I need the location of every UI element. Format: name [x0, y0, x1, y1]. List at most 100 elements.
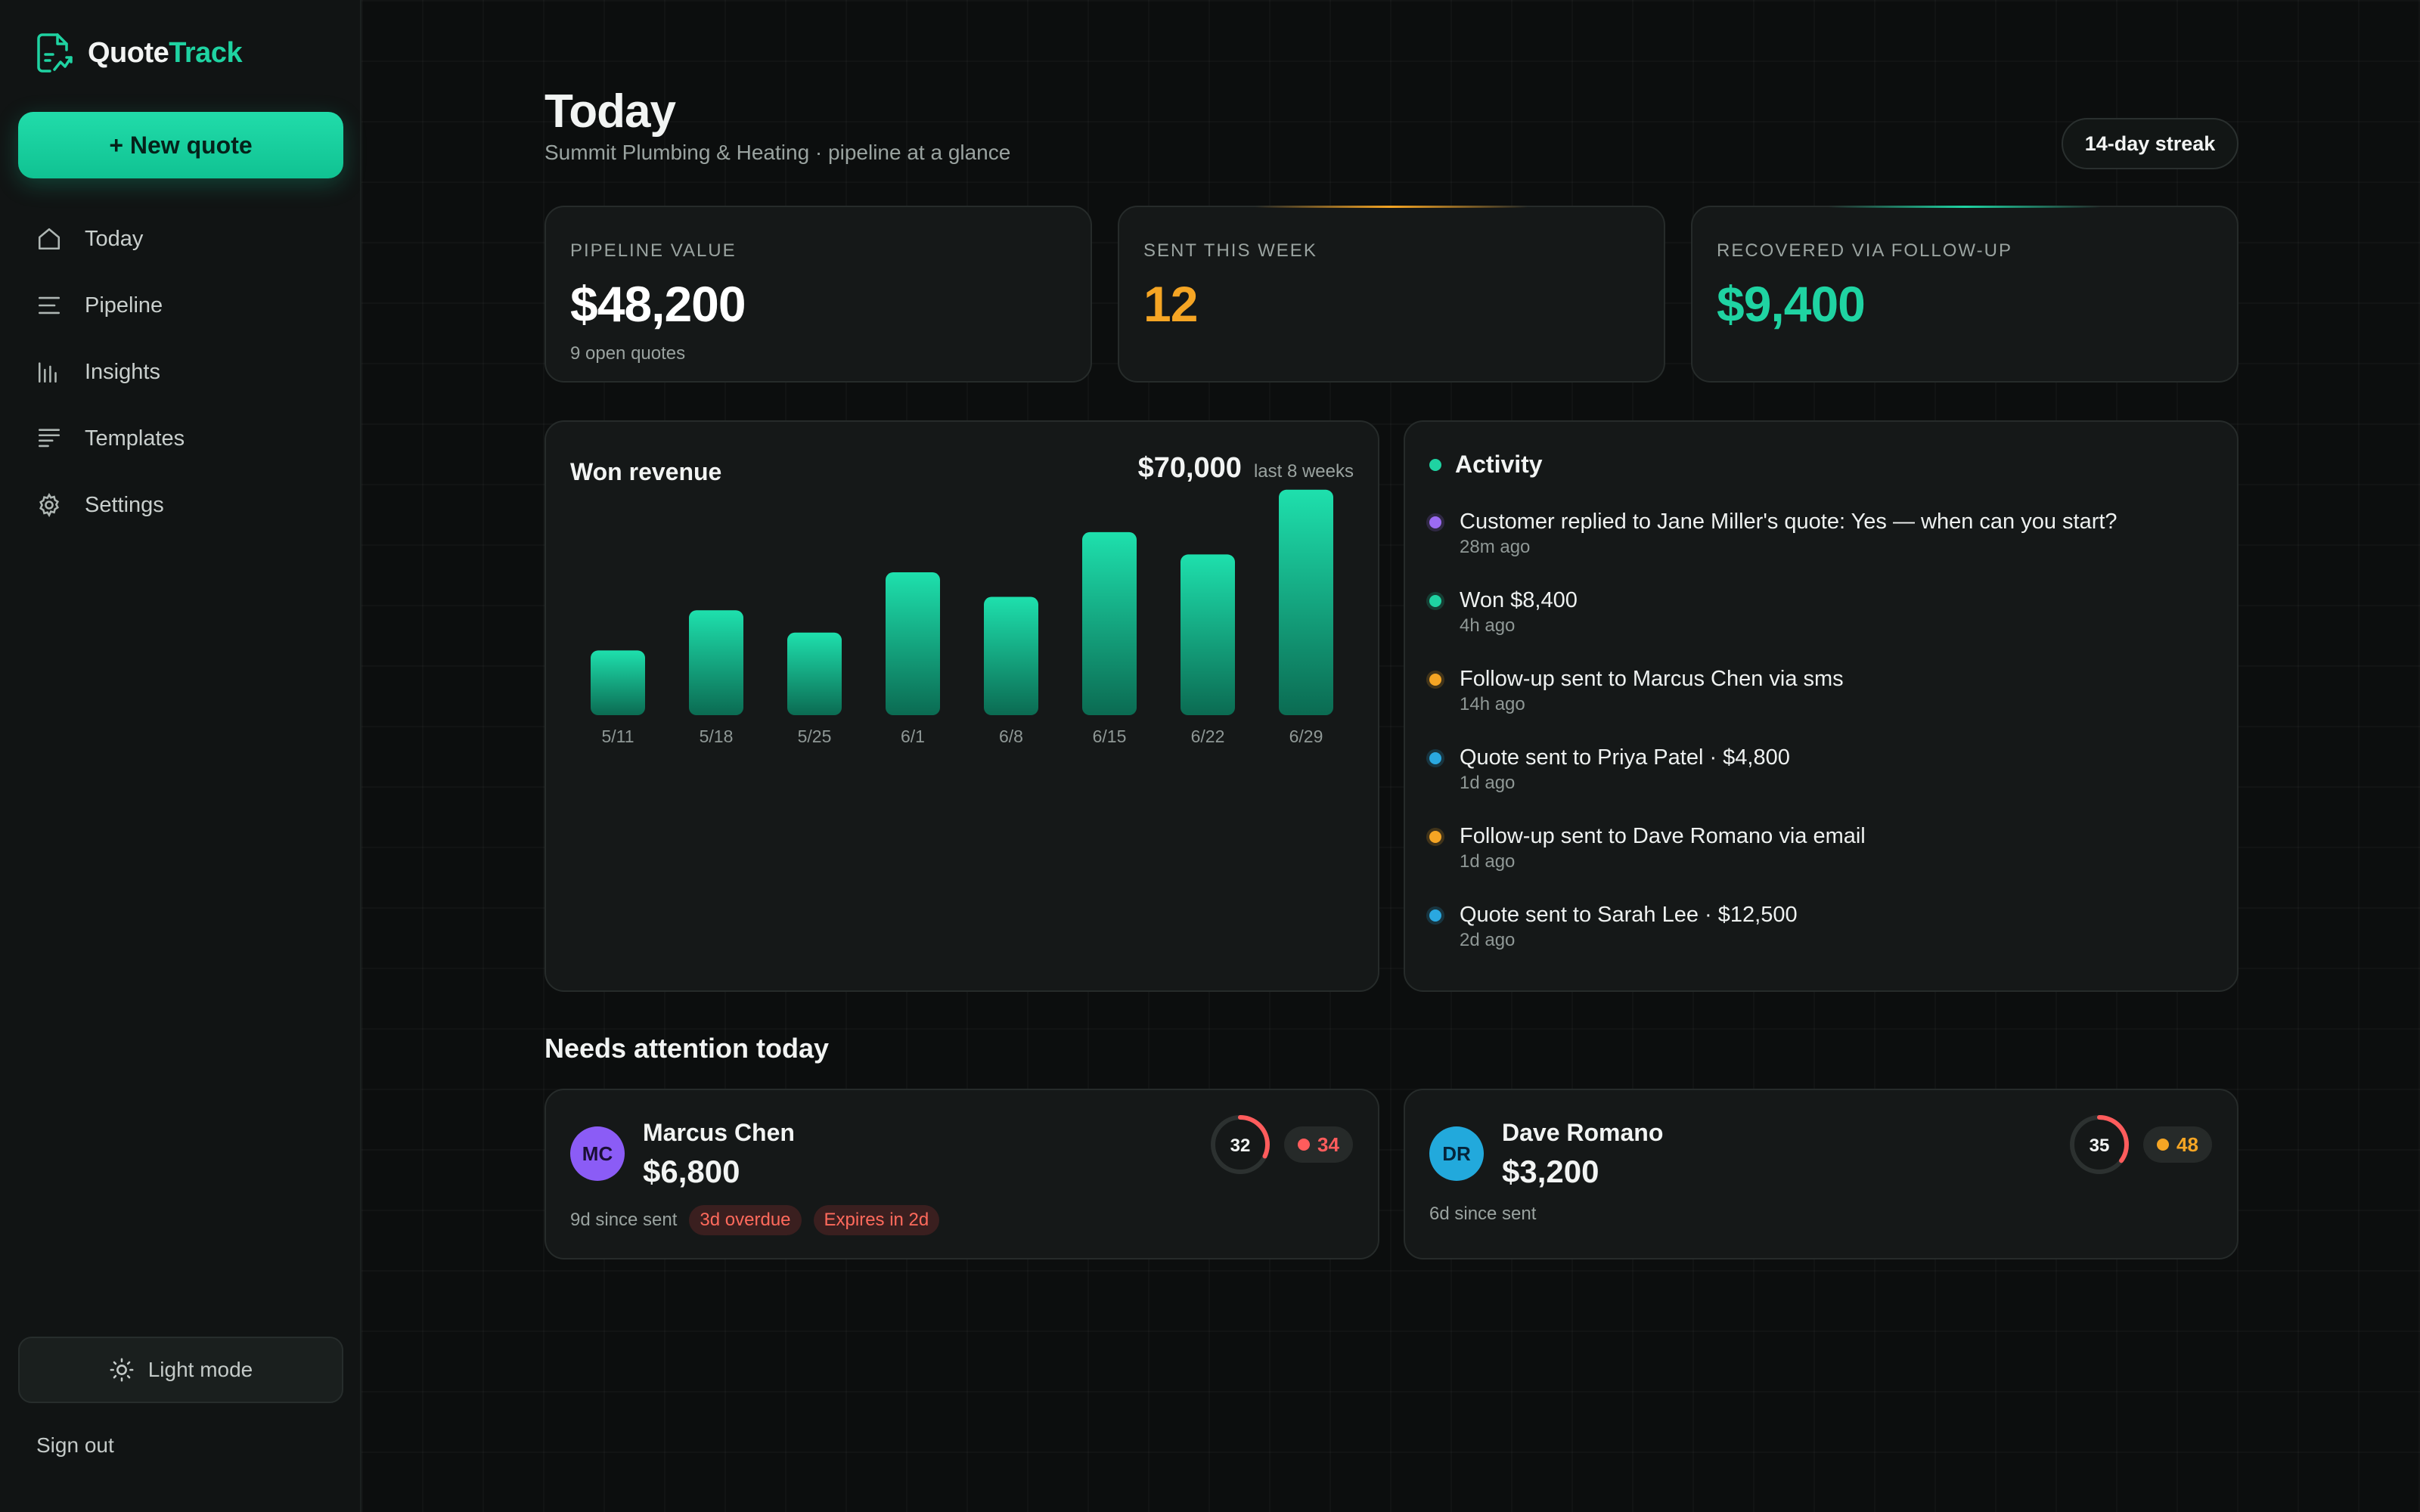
- activity-time: 4h ago: [1460, 615, 1516, 636]
- status-dot: [1429, 516, 1441, 528]
- sidebar-item-pipeline[interactable]: Pipeline: [18, 272, 343, 339]
- attention-card-dave-romano[interactable]: DR Dave Romano $3,200 6d since sent 35 4…: [1404, 1089, 2238, 1259]
- list-item[interactable]: Follow-up sent to Dave Romano via email …: [1429, 821, 2216, 900]
- sun-icon: [110, 1358, 134, 1382]
- document-chart-icon: [37, 33, 73, 73]
- stat-card-pipeline-value: PIPELINE VALUE $48,200 9 open quotes: [544, 206, 1092, 383]
- x-tick-label: 6/15: [1093, 727, 1127, 746]
- chart-bar-6/15[interactable]: [1082, 531, 1137, 715]
- app-logo[interactable]: QuoteTrack: [35, 32, 243, 74]
- page-subtitle: Summit Plumbing & Heating · pipeline at …: [544, 141, 1011, 164]
- activity-text: Customer replied to Jane Miller's quote:…: [1460, 510, 2118, 534]
- quote-amount: $3,200: [1502, 1154, 1599, 1189]
- activity-card: Activity Customer replied to Jane Miller…: [1404, 420, 2238, 992]
- section-title-needs-attention: Needs attention today: [544, 1033, 830, 1064]
- activity-list: Customer replied to Jane Miller's quote:…: [1429, 507, 2216, 978]
- score-ring: 35: [2070, 1115, 2129, 1174]
- avatar: MC: [570, 1126, 625, 1181]
- app-name: QuoteTrack: [88, 36, 243, 69]
- stat-card-sent-this-week: SENT THIS WEEK 12: [1118, 206, 1665, 383]
- chart-period: last 8 weeks: [1253, 461, 1354, 482]
- stat-label: PIPELINE VALUE: [570, 240, 737, 261]
- sign-out-link[interactable]: Sign out: [36, 1433, 114, 1457]
- streak-badge: 14-day streak: [2062, 118, 2238, 169]
- attention-card-marcus-chen[interactable]: MC Marcus Chen $6,800 9d since sent 3d o…: [544, 1089, 1379, 1259]
- activity-text: Quote sent to Sarah Lee · $12,500: [1460, 903, 1798, 927]
- priority-dot: [2157, 1139, 2169, 1151]
- sidebar-item-today[interactable]: Today: [18, 206, 343, 272]
- x-tick-label: 5/18: [700, 727, 734, 746]
- status-dot: [1429, 595, 1441, 607]
- customer-name: Dave Romano: [1502, 1119, 1664, 1146]
- since-sent: 6d since sent: [1429, 1204, 1537, 1224]
- list-item[interactable]: Quote sent to Priya Patel · $4,800 1d ag…: [1429, 742, 2216, 821]
- expires-badge: Expires in 2d: [813, 1205, 940, 1235]
- sidebar-item-label: Settings: [85, 492, 164, 517]
- accent-line: [1255, 206, 1528, 208]
- sidebar-item-label: Templates: [85, 426, 185, 451]
- home-icon: [38, 228, 60, 250]
- chart-title: Won revenue: [570, 458, 722, 485]
- avatar: DR: [1429, 1126, 1484, 1181]
- ring-value: 32: [1230, 1136, 1251, 1156]
- x-tick-label: 5/25: [798, 727, 832, 746]
- status-dot: [1429, 831, 1441, 843]
- stat-value: $9,400: [1717, 276, 1866, 332]
- chart-bar-6/8[interactable]: [984, 596, 1038, 715]
- sidebar-item-settings[interactable]: Settings: [18, 472, 343, 538]
- stat-label: RECOVERED VIA FOLLOW-UP: [1717, 240, 2012, 261]
- list-item[interactable]: Quote sent to Sarah Lee · $12,500 2d ago: [1429, 900, 2216, 978]
- since-sent: 9d since sent: [570, 1210, 678, 1230]
- chart-bar-5/11[interactable]: [591, 650, 645, 715]
- activity-time: 14h ago: [1460, 694, 1525, 714]
- status-dot: [1429, 909, 1441, 922]
- priority-value: 34: [1317, 1132, 1339, 1156]
- chart-total: $70,000 last 8 weeks: [1138, 452, 1354, 485]
- chart-bar-6/29[interactable]: [1279, 489, 1333, 715]
- x-tick-label: 6/1: [901, 727, 925, 746]
- list-item[interactable]: Follow-up sent to Marcus Chen via sms 14…: [1429, 664, 2216, 742]
- activity-time: 2d ago: [1460, 930, 1516, 950]
- stat-value: $48,200: [570, 276, 746, 332]
- list-item[interactable]: Customer replied to Jane Miller's quote:…: [1429, 507, 2216, 585]
- stat-value: 12: [1143, 276, 1198, 332]
- stat-sub: 9 open quotes: [570, 343, 686, 364]
- customer-name: Marcus Chen: [643, 1119, 795, 1146]
- quote-amount: $6,800: [643, 1154, 740, 1189]
- quote-meta: 6d since sent: [1429, 1204, 1536, 1225]
- chart-bar-6/1[interactable]: [886, 572, 940, 715]
- status-dot: [1429, 674, 1441, 686]
- won-revenue-card: Won revenue $70,000 last 8 weeks 5/11 5/1…: [544, 420, 1379, 992]
- gear-icon: [39, 492, 60, 518]
- bar-chart-icon: [38, 362, 57, 383]
- chart-bar-6/22[interactable]: [1181, 554, 1235, 715]
- new-quote-button[interactable]: + New quote: [18, 112, 343, 178]
- activity-time: 28m ago: [1460, 537, 1531, 557]
- chart-bar-5/18[interactable]: [689, 610, 743, 715]
- x-tick-label: 6/8: [999, 727, 1023, 746]
- sidebar-item-label: Today: [85, 226, 144, 251]
- score-ring: 32: [1211, 1115, 1270, 1174]
- activity-header: Activity: [1429, 451, 1543, 479]
- list-item[interactable]: Won $8,400 4h ago: [1429, 585, 2216, 664]
- stat-label: SENT THIS WEEK: [1143, 240, 1317, 261]
- priority-score: 34: [1284, 1126, 1353, 1163]
- sidebar-item-templates[interactable]: Templates: [18, 405, 343, 472]
- quote-meta: 9d since sent 3d overdue Expires in 2d: [570, 1205, 940, 1235]
- light-mode-toggle[interactable]: Light mode: [18, 1337, 343, 1403]
- priority-score: 48: [2143, 1126, 2212, 1163]
- light-mode-label: Light mode: [147, 1358, 253, 1381]
- live-dot: [1429, 458, 1441, 471]
- page-title: Today: [544, 85, 676, 138]
- x-tick-label: 6/29: [1289, 727, 1323, 746]
- stat-card-recovered: RECOVERED VIA FOLLOW-UP $9,400: [1691, 206, 2238, 383]
- sidebar-item-insights[interactable]: Insights: [18, 339, 343, 405]
- chart-bar-5/25[interactable]: [787, 632, 842, 715]
- priority-value: 48: [2176, 1132, 2198, 1156]
- x-tick-label: 5/11: [601, 727, 634, 746]
- activity-title: Activity: [1455, 451, 1543, 478]
- sidebar-item-label: Pipeline: [85, 293, 163, 318]
- won-revenue-chart: 5/11 5/18 5/25 6/1 6/8 6/15 6/22 6/29: [591, 489, 1333, 746]
- activity-text: Follow-up sent to Dave Romano via email: [1460, 824, 1866, 848]
- chart-total-value: $70,000: [1137, 452, 1242, 484]
